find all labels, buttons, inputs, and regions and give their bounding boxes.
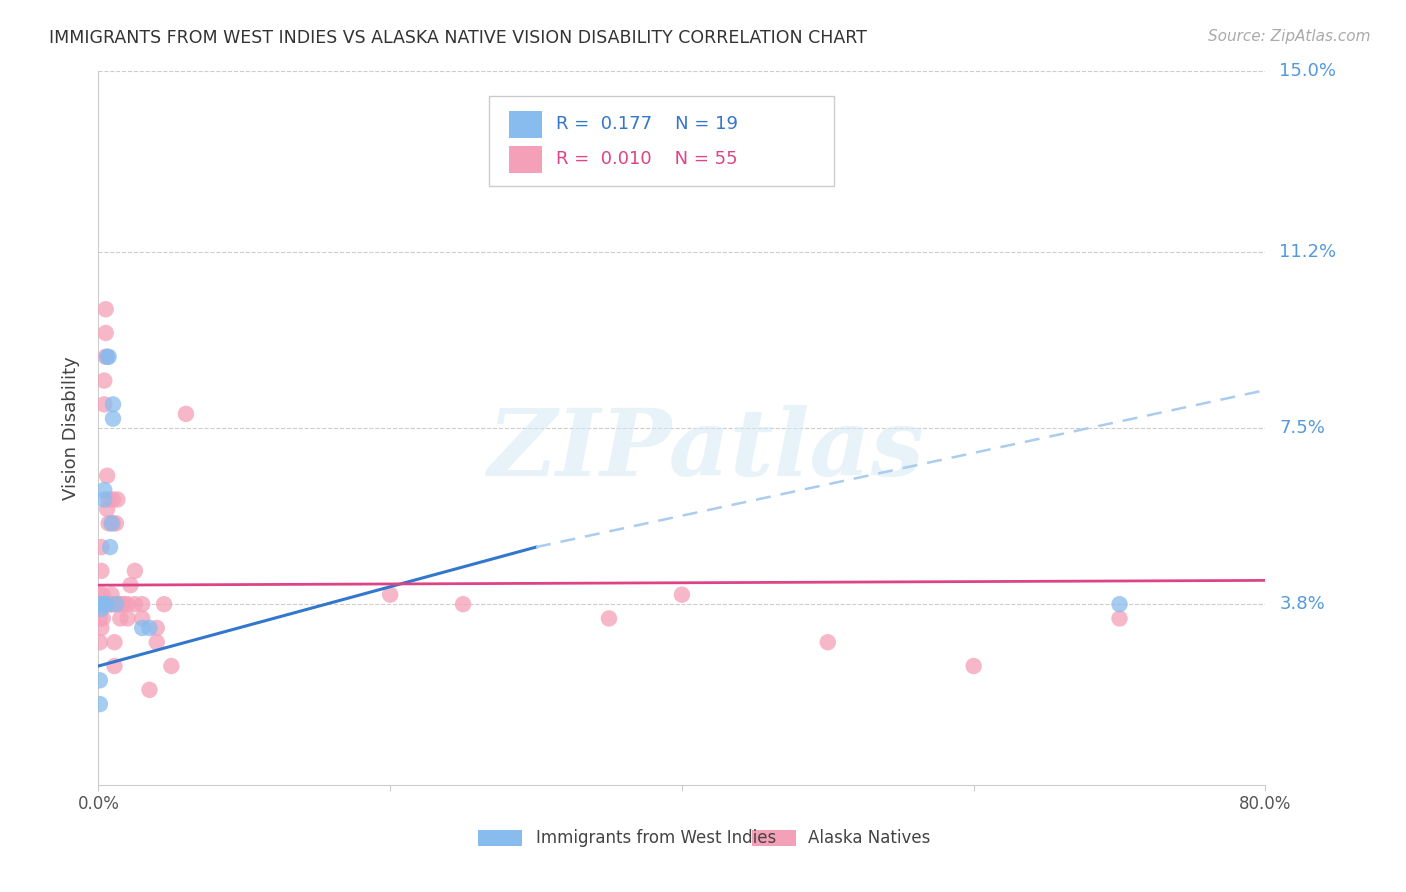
Point: [104, 516, 127, 531]
Point: [671, 588, 693, 602]
Point: [138, 682, 160, 697]
Point: [101, 411, 124, 425]
Point: [98, 597, 121, 611]
Point: [98, 540, 121, 554]
Text: R =  0.177    N = 19: R = 0.177 N = 19: [555, 115, 738, 133]
FancyBboxPatch shape: [489, 96, 834, 186]
Point: [94, 597, 117, 611]
Point: [101, 516, 124, 531]
Text: Alaska Natives: Alaska Natives: [808, 829, 931, 847]
Point: [89, 673, 111, 688]
Text: Source: ZipAtlas.com: Source: ZipAtlas.com: [1208, 29, 1371, 44]
Point: [174, 407, 197, 421]
Point: [91, 597, 114, 611]
Text: IMMIGRANTS FROM WEST INDIES VS ALASKA NATIVE VISION DISABILITY CORRELATION CHART: IMMIGRANTS FROM WEST INDIES VS ALASKA NA…: [49, 29, 868, 46]
Point: [91, 611, 114, 625]
Text: 7.5%: 7.5%: [1279, 419, 1326, 437]
Point: [146, 635, 169, 649]
Point: [146, 621, 169, 635]
FancyBboxPatch shape: [509, 111, 541, 137]
Point: [1108, 611, 1130, 625]
Point: [94, 302, 117, 317]
Text: ZIPatlas: ZIPatlas: [486, 405, 924, 494]
Point: [89, 635, 111, 649]
Point: [89, 697, 111, 711]
Point: [120, 578, 142, 592]
Point: [110, 597, 132, 611]
Point: [98, 597, 121, 611]
Point: [94, 350, 117, 364]
Text: 3.8%: 3.8%: [1279, 595, 1324, 613]
Point: [96, 350, 118, 364]
Point: [131, 597, 153, 611]
Point: [117, 611, 139, 625]
Point: [101, 397, 124, 411]
Point: [1108, 597, 1130, 611]
Point: [101, 492, 124, 507]
Text: 11.2%: 11.2%: [1279, 244, 1337, 261]
Point: [131, 621, 153, 635]
Point: [117, 597, 139, 611]
Point: [97, 516, 120, 531]
Point: [97, 492, 120, 507]
Point: [94, 597, 117, 611]
Point: [598, 611, 620, 625]
Point: [93, 483, 115, 497]
Point: [90, 564, 112, 578]
Point: [380, 588, 402, 602]
Point: [103, 659, 125, 673]
Point: [90, 602, 112, 616]
Point: [93, 397, 115, 411]
Point: [100, 588, 122, 602]
Point: [90, 621, 112, 635]
FancyBboxPatch shape: [509, 145, 541, 173]
FancyBboxPatch shape: [752, 830, 796, 846]
Point: [93, 374, 115, 388]
Point: [100, 597, 122, 611]
Point: [89, 588, 111, 602]
Point: [138, 621, 160, 635]
Text: 15.0%: 15.0%: [1279, 62, 1336, 80]
Point: [153, 597, 176, 611]
Point: [124, 564, 146, 578]
Point: [105, 492, 128, 507]
Point: [131, 611, 153, 625]
Point: [89, 611, 111, 625]
Point: [104, 597, 127, 611]
Y-axis label: Vision Disability: Vision Disability: [62, 356, 80, 500]
Point: [114, 597, 136, 611]
Point: [101, 597, 124, 611]
Point: [100, 516, 122, 531]
Point: [90, 597, 112, 611]
Point: [90, 597, 112, 611]
Point: [93, 492, 115, 507]
Point: [91, 588, 114, 602]
Point: [110, 611, 132, 625]
Text: Immigrants from West Indies: Immigrants from West Indies: [536, 829, 776, 847]
Point: [817, 635, 839, 649]
Point: [108, 597, 131, 611]
Point: [111, 597, 134, 611]
Point: [124, 597, 146, 611]
Point: [97, 350, 120, 364]
Point: [962, 659, 984, 673]
Point: [160, 659, 183, 673]
Point: [451, 597, 474, 611]
Point: [96, 468, 118, 483]
Point: [94, 326, 117, 340]
Point: [91, 597, 114, 611]
Point: [96, 502, 118, 516]
Point: [90, 540, 112, 554]
Point: [103, 635, 125, 649]
FancyBboxPatch shape: [478, 830, 522, 846]
Text: R =  0.010    N = 55: R = 0.010 N = 55: [555, 150, 738, 168]
